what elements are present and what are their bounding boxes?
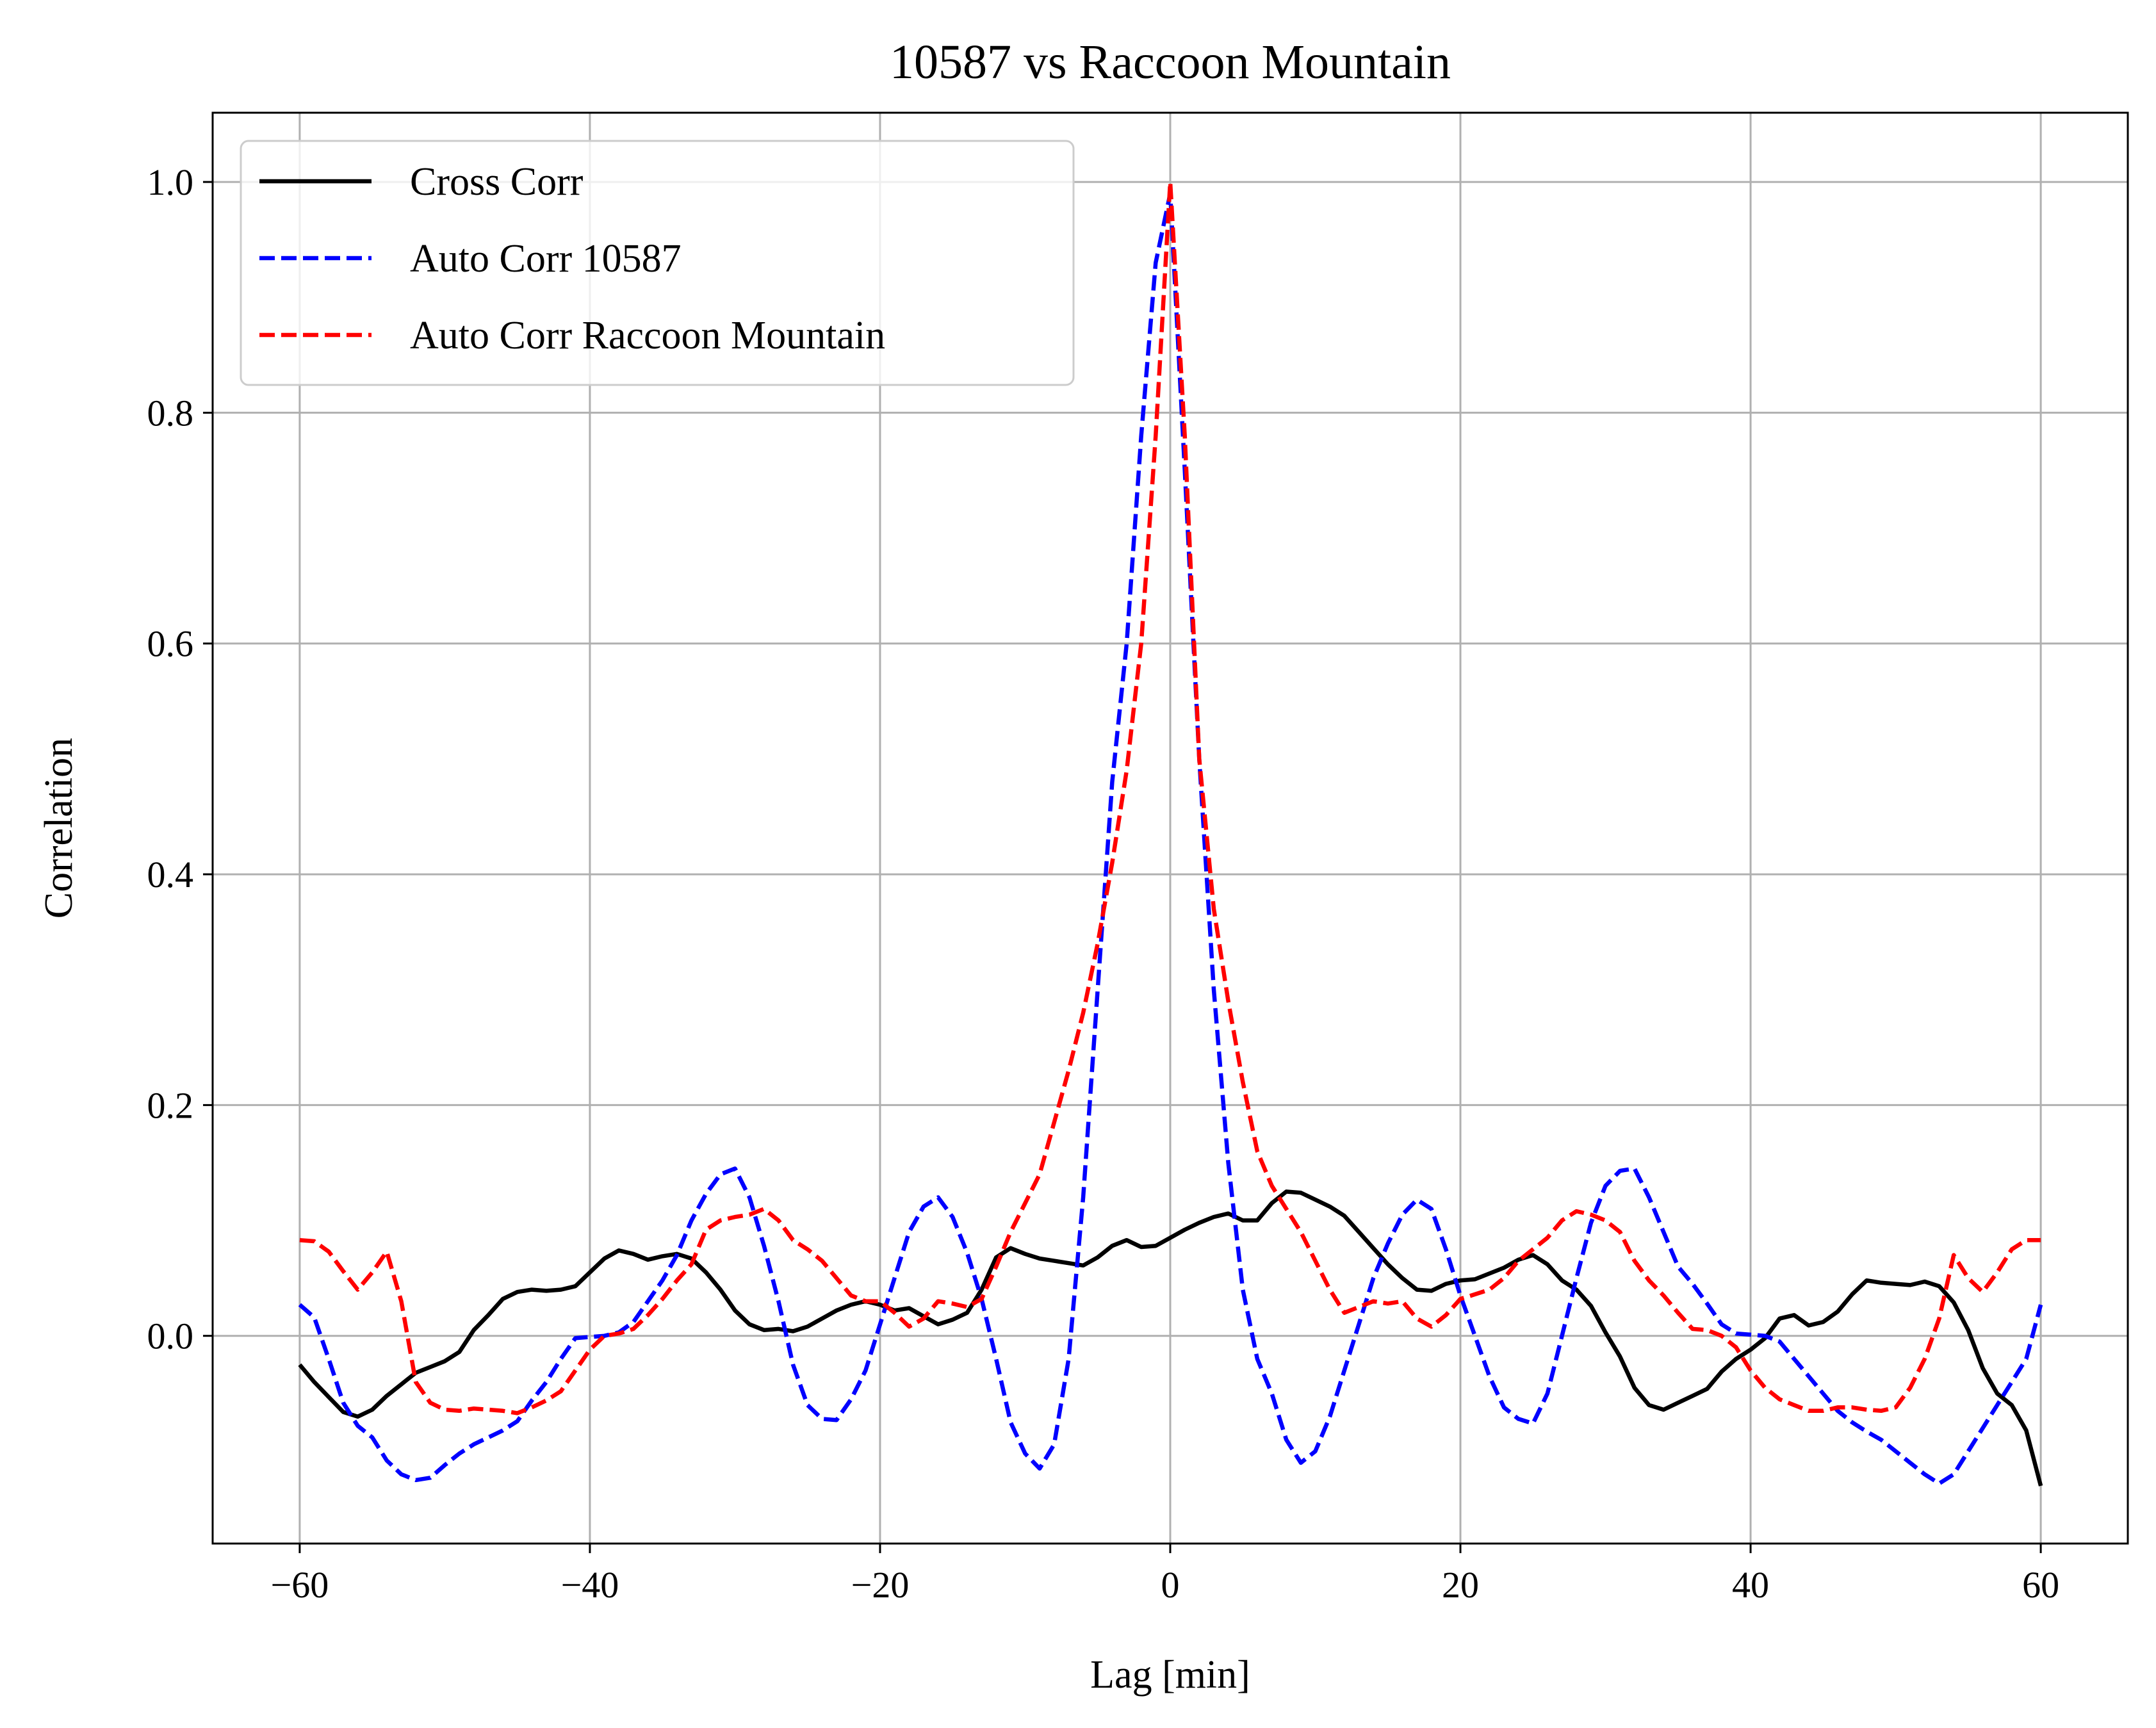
legend-box [240,140,1075,386]
legend-label-0: Cross Corr [410,160,584,204]
x-axis-label: Lag [min] [1090,1653,1250,1697]
x-tick-label: −40 [561,1564,619,1606]
x-tick-label: −60 [271,1564,329,1606]
x-tick-label: 20 [1442,1564,1479,1606]
axis-ticks: −60 −40 −20 0 20 40 60 0.0 0.2 0.4 0.6 0.8 1.0 [147,161,2060,1606]
y-tick-label: 0.0 [147,1316,194,1357]
y-tick-label: 0.4 [147,854,194,895]
x-tick-label: 60 [2022,1564,2059,1606]
legend-label-1: Auto Corr 10587 [410,237,682,281]
y-tick-label: 0.2 [147,1084,194,1126]
series-line-2 [299,179,2041,1415]
x-tick-label: −20 [851,1564,910,1606]
y-tick-label: 0.8 [147,392,194,434]
series-line-0 [298,1189,2043,1487]
y-tick-label: 0.6 [147,623,194,665]
x-tick-label: 40 [1732,1564,1769,1606]
legend: Cross Corr Auto Corr 10587 Auto Corr Racco… [240,140,1075,386]
legend-label-2: Auto Corr Raccoon Mountain [410,314,885,357]
x-tick-label: 0 [1161,1564,1180,1606]
y-tick-label: 1.0 [147,161,194,203]
chart-title: 10587 vs Raccoon Mountain [890,35,1451,89]
y-axis-label: Correlation [37,738,81,918]
series-lines [298,179,2043,1487]
